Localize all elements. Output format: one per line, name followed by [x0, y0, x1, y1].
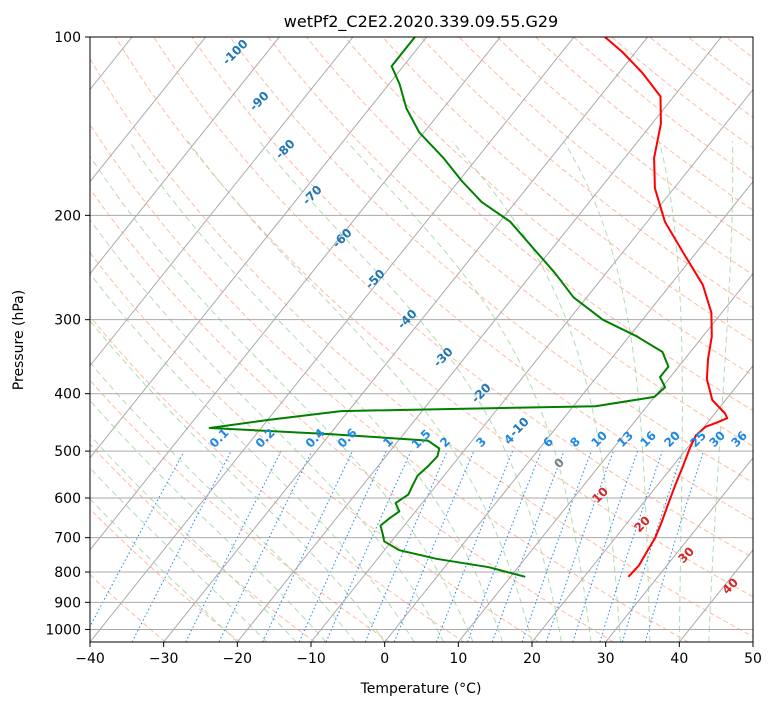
y-axis-label: Pressure (hPa) — [11, 290, 27, 390]
mixing-ratio-line — [467, 450, 542, 642]
x-tick-label: −30 — [149, 651, 179, 667]
mixing-ratio-line — [185, 450, 282, 642]
y-tick-label: 900 — [54, 595, 81, 611]
x-tick-label: 50 — [744, 651, 762, 667]
y-tick-label: 100 — [54, 30, 81, 46]
x-tick-label: 10 — [449, 651, 467, 667]
isotherm-line — [90, 37, 207, 183]
dry-adiabat-line — [191, 37, 753, 521]
mixing-ratio-line — [491, 450, 565, 642]
isotherm-line — [457, 272, 753, 642]
temperature-line — [604, 37, 729, 578]
x-tick-label: −10 — [296, 651, 326, 667]
isotherm-line — [531, 364, 753, 642]
dry-adiabat-line — [153, 37, 753, 559]
dry-adiabat-line — [90, 252, 540, 642]
isotherm-line — [310, 88, 753, 642]
mixing-ratio-line — [90, 450, 185, 628]
isotherm-line — [90, 37, 354, 367]
mixing-ratio-line — [621, 450, 684, 642]
y-tick-label: 500 — [54, 444, 81, 460]
x-tick-label: −20 — [223, 651, 253, 667]
isotherm-line — [163, 37, 649, 642]
isotherm-line — [384, 180, 753, 642]
y-tick-label: 800 — [54, 565, 81, 581]
x-axis-label: Temperature (°C) — [360, 681, 482, 697]
y-tick-label: 200 — [54, 208, 81, 224]
mixing-ratio-line — [325, 450, 412, 642]
isotherm-line — [90, 37, 280, 275]
x-tick-label: 20 — [523, 651, 541, 667]
dry-adiabat-line — [267, 37, 753, 447]
x-tick-label: 40 — [670, 651, 688, 667]
isotherm-line — [90, 37, 428, 459]
isotherm-line — [90, 37, 501, 551]
y-tick-label: 400 — [54, 387, 81, 403]
chart-title: wetPf2_C2E2.2020.339.09.55.G29 — [284, 12, 558, 32]
dry-adiabat-line — [420, 37, 753, 309]
mixing-ratio-line — [435, 450, 514, 642]
x-tick-label: −40 — [75, 651, 105, 667]
dry-adiabat-line — [90, 379, 390, 642]
x-tick-label: 0 — [380, 651, 389, 667]
y-tick-label: 700 — [54, 531, 81, 547]
dry-adiabat-line — [90, 123, 689, 642]
mixing-ratio-line — [521, 450, 592, 642]
y-tick-label: 1000 — [45, 622, 81, 638]
y-tick-label: 300 — [54, 313, 81, 329]
dewpoint-line — [208, 37, 670, 578]
isotherm-line — [605, 457, 753, 642]
mixing-ratio-line — [545, 450, 614, 642]
dry-adiabat-line — [90, 315, 465, 642]
dry-adiabat-line — [90, 508, 241, 642]
mixing-ratio-line — [572, 450, 639, 642]
x-tick-label: 30 — [597, 651, 615, 667]
mixing-ratio-line — [364, 450, 448, 642]
dry-adiabat-line — [115, 37, 753, 598]
dry-adiabat-line — [382, 37, 753, 343]
mixing-ratio-line — [599, 450, 663, 642]
plot-frame — [89, 36, 754, 643]
dry-adiabat-line — [90, 188, 614, 642]
y-tick-label: 600 — [54, 491, 81, 507]
isotherm-line — [90, 37, 575, 642]
isotherm-line — [236, 37, 722, 642]
